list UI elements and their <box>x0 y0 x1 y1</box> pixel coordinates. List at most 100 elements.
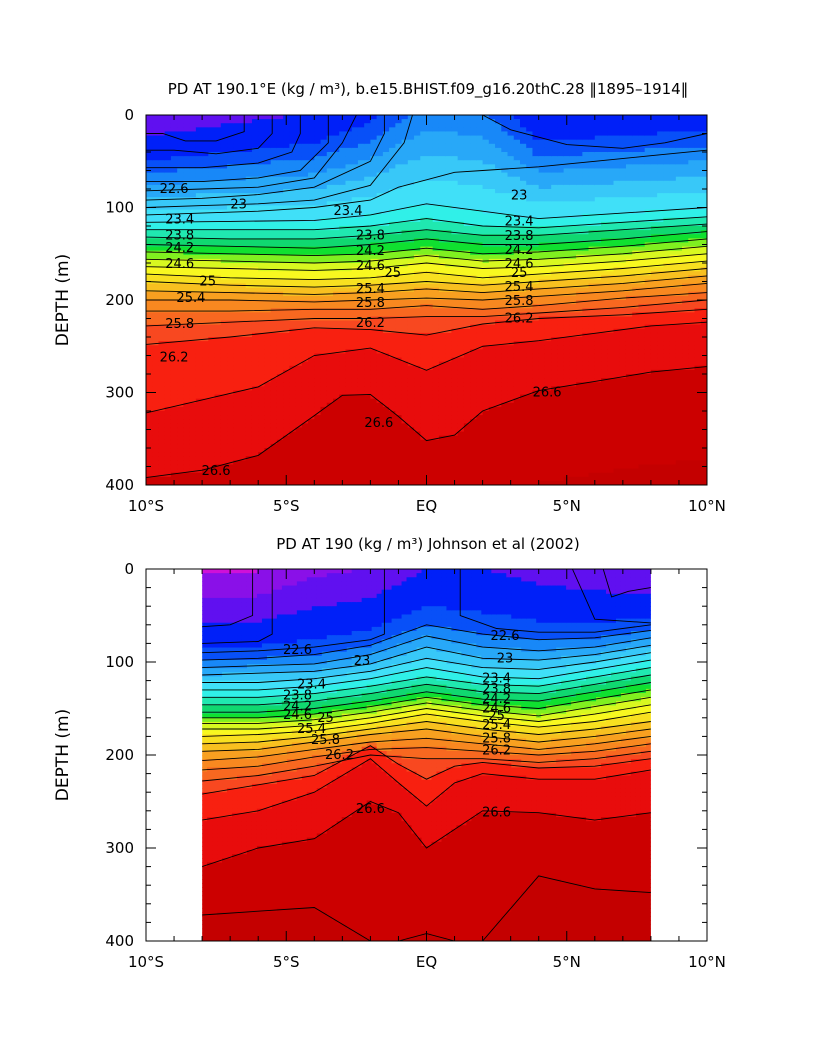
field-cell <box>233 386 241 392</box>
field-cell <box>395 271 403 276</box>
field-cell <box>195 160 203 165</box>
field-cell <box>214 279 222 285</box>
field-cell <box>476 143 484 149</box>
field-cell <box>146 201 153 207</box>
field-cell <box>382 337 390 342</box>
field-cell <box>164 131 172 137</box>
field-cell <box>326 480 334 485</box>
field-cell <box>245 300 253 305</box>
field-cell <box>308 176 315 182</box>
field-cell <box>295 353 303 359</box>
field-cell <box>258 415 266 420</box>
field-cell <box>382 472 390 478</box>
field-cell <box>264 341 272 346</box>
field-cell <box>476 382 484 387</box>
field-cell <box>333 464 340 470</box>
field-cell <box>420 464 428 470</box>
field-cell <box>382 184 390 190</box>
field-cell <box>227 180 234 186</box>
field-cell <box>189 316 197 322</box>
field-cell <box>320 337 328 342</box>
field-cell <box>482 435 490 441</box>
field-cell <box>258 123 266 128</box>
field-cell <box>357 415 365 420</box>
field-cell <box>158 205 166 211</box>
field-cell <box>414 472 421 478</box>
field-cell <box>227 205 234 211</box>
field-cell <box>258 131 266 137</box>
field-cell <box>270 419 278 424</box>
field-cell <box>395 246 403 252</box>
field-cell <box>258 230 266 235</box>
field-cell <box>214 312 222 318</box>
field-cell <box>170 213 178 219</box>
field-cell <box>333 402 340 408</box>
field-cell <box>451 456 459 461</box>
field-cell <box>407 300 415 305</box>
field-cell <box>364 115 371 120</box>
field-cell <box>364 123 371 128</box>
field-cell <box>295 246 303 252</box>
field-cell <box>183 402 191 408</box>
field-cell <box>463 115 471 120</box>
field-cell <box>208 217 216 223</box>
field-cell <box>214 176 222 182</box>
field-cell <box>451 258 459 264</box>
field-cell <box>351 147 359 153</box>
field-cell <box>357 357 365 363</box>
field-cell <box>426 168 434 174</box>
field-cell <box>333 443 340 449</box>
field-cell <box>214 131 222 137</box>
field-cell <box>270 234 278 239</box>
field-cell <box>333 201 340 207</box>
field-cell <box>395 143 403 149</box>
field-cell <box>146 267 153 272</box>
field-cell <box>289 176 297 182</box>
field-cell <box>233 139 241 145</box>
field-cell <box>170 324 178 330</box>
field-cell <box>270 201 278 207</box>
field-cell <box>339 238 347 244</box>
field-cell <box>463 254 471 260</box>
field-cell <box>482 254 490 260</box>
field-cell <box>326 131 334 137</box>
field-cell <box>320 435 328 441</box>
field-cell <box>170 287 178 293</box>
field-cell <box>414 382 421 387</box>
field-cell <box>295 460 303 466</box>
field-cell <box>482 127 490 133</box>
field-cell <box>488 279 496 285</box>
field-cell <box>470 172 477 178</box>
field-cell <box>432 258 440 264</box>
field-cell <box>301 123 309 128</box>
field-cell <box>289 337 297 342</box>
field-cell <box>245 168 253 174</box>
field-cell <box>220 246 228 252</box>
field-cell <box>470 189 477 194</box>
field-cell <box>457 279 465 285</box>
field-cell <box>476 226 484 231</box>
field-cell <box>445 180 453 186</box>
field-cell <box>389 135 396 141</box>
field-cell <box>463 468 471 474</box>
field-cell <box>195 226 203 231</box>
field-cell <box>314 337 322 342</box>
field-cell <box>420 201 428 207</box>
field-cell <box>326 468 334 474</box>
field-cell <box>177 180 184 186</box>
field-cell <box>258 353 266 359</box>
field-cell <box>407 275 415 281</box>
field-cell <box>158 452 166 457</box>
field-cell <box>420 316 428 322</box>
field-cell <box>195 201 203 207</box>
field-cell <box>432 337 440 342</box>
field-cell <box>270 160 278 165</box>
field-cell <box>152 172 160 178</box>
field-cell <box>158 160 166 165</box>
field-cell <box>333 460 340 466</box>
field-cell <box>420 250 428 256</box>
field-cell <box>220 439 228 445</box>
field-cell <box>333 374 340 379</box>
field-cell <box>289 287 297 293</box>
field-cell <box>420 213 428 219</box>
